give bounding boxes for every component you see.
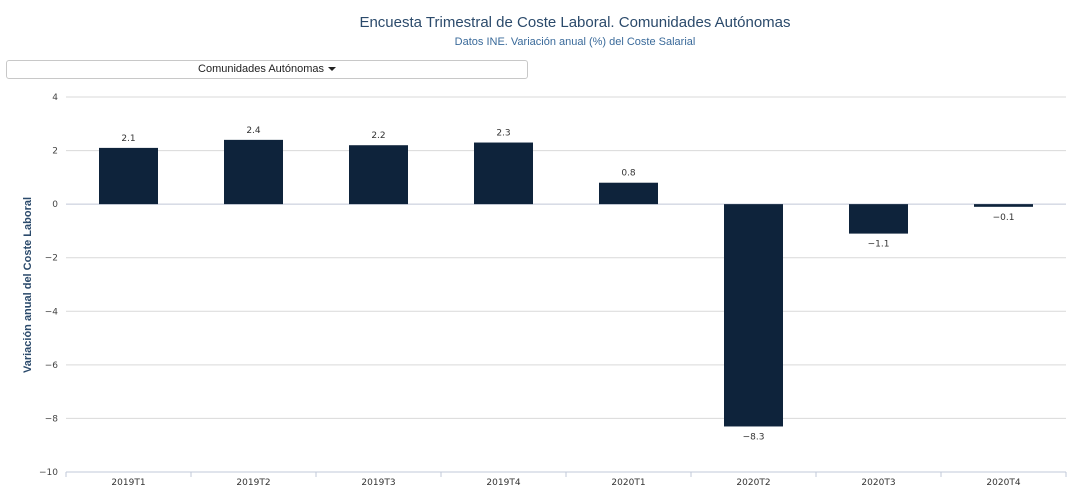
y-tick-label: 4	[52, 93, 58, 103]
data-labels: 2.1 2.4 2.2 2.3 0.8 −8.3 −1.1 −0.1	[121, 126, 1014, 443]
y-tick-label: 0	[52, 200, 58, 210]
chart-title: Encuesta Trimestral de Coste Laboral. Co…	[359, 14, 791, 31]
x-tick-label: 2019T4	[486, 478, 520, 488]
chart-subtitle: Datos INE. Variación anual (%) del Coste…	[454, 36, 696, 48]
region-selector-label: Comunidades Autónomas	[198, 63, 324, 75]
x-tick-label: 2019T2	[236, 478, 270, 488]
bar[interactable]	[599, 182, 658, 205]
caret-down-icon	[327, 67, 336, 72]
x-tick-label: 2020T1	[611, 478, 645, 488]
bar[interactable]	[224, 139, 283, 205]
y-tick-label: −4	[45, 307, 59, 317]
data-label: 0.8	[621, 169, 636, 179]
bar[interactable]	[474, 142, 533, 205]
data-label: 2.2	[371, 131, 385, 141]
x-tick-label: 2020T3	[861, 478, 895, 488]
data-label: 2.4	[246, 126, 261, 136]
region-selector-dropdown[interactable]: Comunidades Autónomas	[6, 60, 528, 79]
bar[interactable]	[849, 204, 908, 234]
x-axis: 2019T1 2019T2 2019T3 2019T4 2020T1 2020T2 2020…	[65, 471, 1067, 488]
bars	[99, 139, 1033, 427]
data-label: 2.3	[496, 129, 510, 139]
bar[interactable]	[974, 204, 1033, 207]
x-tick-label: 2019T3	[361, 478, 395, 488]
y-tick-label: 2	[52, 147, 58, 157]
bar[interactable]	[99, 147, 158, 205]
bar[interactable]	[724, 204, 783, 427]
grid-lines	[66, 96, 1066, 473]
data-label: −1.1	[868, 240, 890, 250]
data-label: 2.1	[121, 134, 135, 144]
bar[interactable]	[349, 145, 408, 205]
y-tick-label: −8	[45, 414, 59, 424]
x-tick-label: 2020T2	[736, 478, 770, 488]
data-label: −8.3	[743, 432, 765, 442]
y-tick-label: −2	[45, 254, 58, 264]
y-tick-label: −6	[45, 361, 59, 371]
y-tick-label: −10	[39, 468, 58, 478]
x-tick-label: 2019T1	[111, 478, 145, 488]
x-tick-label: 2020T4	[986, 478, 1020, 488]
y-axis-ticks: 4 2 0 −2 −4 −6 −8 −10	[39, 93, 58, 478]
data-label: −0.1	[993, 213, 1015, 223]
